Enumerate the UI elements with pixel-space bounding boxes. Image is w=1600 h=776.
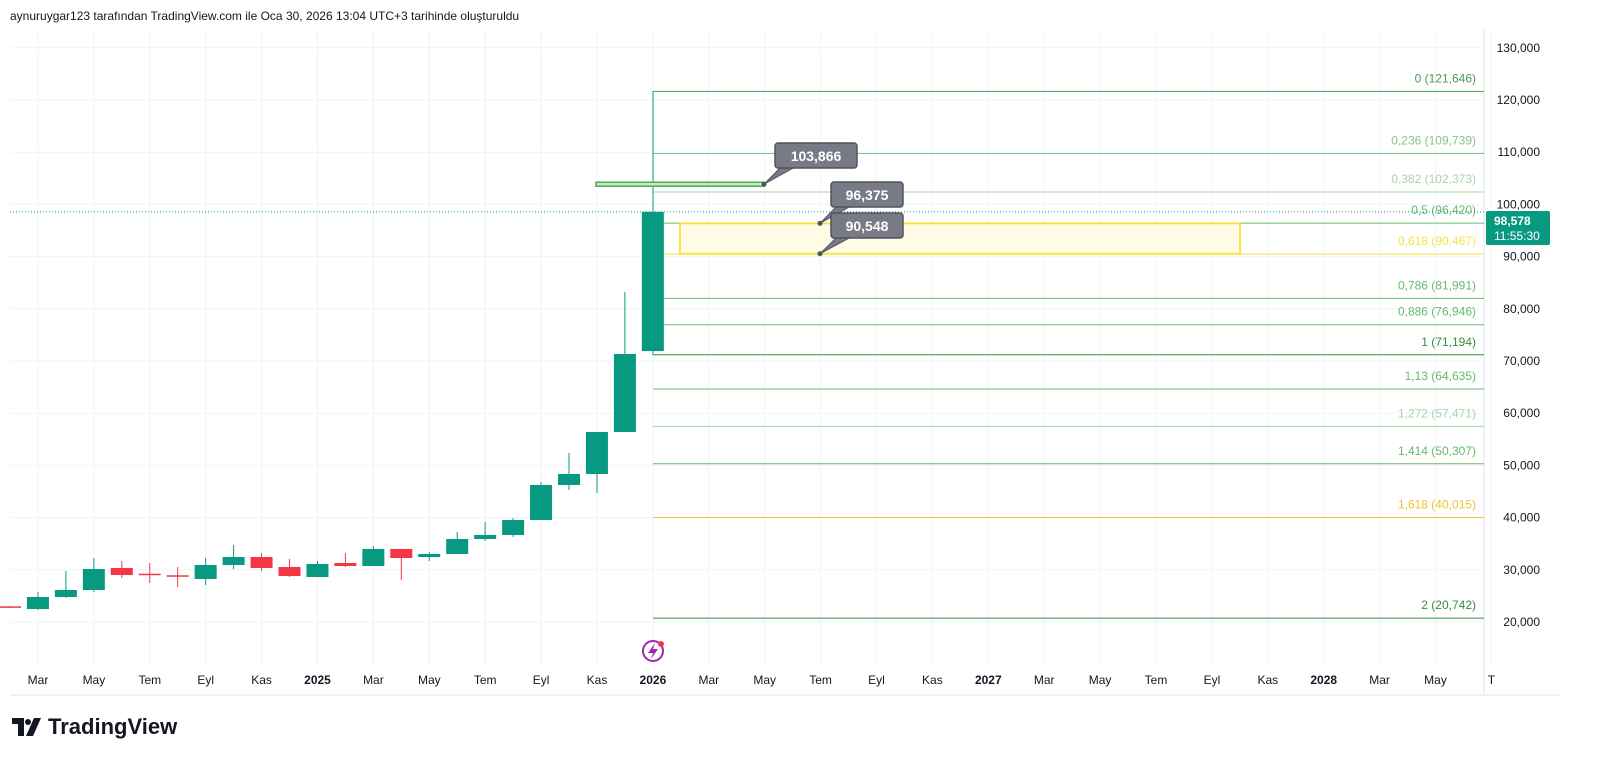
candle-body[interactable] — [558, 474, 580, 485]
y-tick-label: 50,000 — [1503, 458, 1540, 472]
tradingview-logo[interactable]: TradingView — [12, 714, 177, 740]
x-tick-label: Tem — [809, 673, 832, 687]
chart-caption: aynuruygar123 tarafından TradingView.com… — [10, 9, 520, 23]
candle-body[interactable] — [418, 553, 441, 558]
callout-label: 103,866 — [791, 148, 842, 164]
x-tick-label: Kas — [922, 673, 943, 687]
last-price-value: 98,578 — [1494, 214, 1531, 228]
candle-body[interactable] — [54, 590, 77, 597]
x-tick-label: Mar — [698, 673, 719, 687]
x-tick-label: Mar — [363, 673, 384, 687]
last-price-badge — [1486, 211, 1550, 245]
callout-anchor-dot — [761, 181, 767, 187]
candle-body[interactable] — [222, 557, 245, 565]
logo-text: TradingView — [48, 714, 178, 739]
candle-body[interactable] — [474, 534, 497, 540]
candle-body[interactable] — [613, 354, 636, 432]
fib-level-label: 2 (20,742) — [1421, 598, 1476, 612]
candle-body[interactable] — [110, 567, 133, 576]
candle-body[interactable] — [166, 575, 189, 577]
x-tick-label: Kas — [587, 673, 608, 687]
y-tick-label: 20,000 — [1503, 615, 1540, 629]
fib-level-label: 0 (121,646) — [1415, 71, 1476, 85]
fib-level-label: 1 (71,194) — [1421, 335, 1476, 349]
x-tick-label: May — [418, 673, 441, 687]
x-tick-label: 2025 — [304, 673, 331, 687]
callout-pointer — [763, 166, 797, 185]
y-tick-label: 70,000 — [1503, 354, 1540, 368]
bar-countdown: 11:55:30 — [1494, 229, 1540, 243]
fib-level-label: 0,618 (90,467) — [1398, 234, 1476, 248]
x-tick-label: Kas — [1257, 673, 1278, 687]
x-tick-label: Mar — [1369, 673, 1390, 687]
callout-box[interactable] — [830, 181, 904, 208]
callout-box[interactable] — [830, 212, 904, 239]
event-notification-dot — [658, 641, 664, 647]
y-tick-label: 80,000 — [1503, 302, 1540, 316]
fib-level-label: 1,618 (40,015) — [1398, 498, 1476, 512]
candle-body[interactable] — [362, 548, 385, 566]
fib-level-label: 0,786 (81,991) — [1398, 278, 1476, 292]
fib-level-label: 0,382 (102,373) — [1391, 172, 1476, 186]
candle-body[interactable] — [278, 566, 301, 577]
y-tick-label: 110,000 — [1498, 145, 1541, 159]
x-tick-label: Eyl — [533, 673, 550, 687]
y-tick-label: 40,000 — [1503, 511, 1540, 525]
candle-body[interactable] — [138, 573, 161, 576]
candle-body[interactable] — [585, 431, 608, 475]
x-tick-label: Tem — [474, 673, 497, 687]
callout-label: 96,375 — [846, 187, 889, 203]
x-tick-label: Mar — [28, 673, 49, 687]
y-tick-label: 90,000 — [1503, 250, 1540, 264]
candle-body[interactable] — [502, 520, 525, 535]
x-tick-label: T — [1488, 673, 1496, 687]
candle-body[interactable] — [82, 569, 105, 591]
fib-level-label: 1,272 (57,471) — [1398, 406, 1476, 420]
lightning-icon — [648, 643, 658, 659]
callout-anchor-dot — [817, 220, 823, 226]
fib-level-label: 0,5 (96,420) — [1411, 203, 1476, 217]
x-tick-label: Tem — [1145, 673, 1168, 687]
y-tick-label: 30,000 — [1503, 563, 1540, 577]
candle-body[interactable] — [641, 211, 664, 352]
x-tick-label: May — [1424, 673, 1447, 687]
x-tick-label: Eyl — [1204, 673, 1221, 687]
y-tick-label: 100,000 — [1497, 197, 1541, 211]
x-tick-label: Eyl — [197, 673, 214, 687]
x-tick-label: 2028 — [1310, 673, 1337, 687]
x-tick-label: Kas — [251, 673, 272, 687]
fib-level-label: 0,886 (76,946) — [1398, 305, 1476, 319]
candle-body[interactable] — [306, 564, 329, 578]
fib-level-label: 0,236 (109,739) — [1391, 134, 1476, 148]
x-tick-label: 2027 — [975, 673, 1002, 687]
candle-body[interactable] — [446, 539, 469, 554]
candle-body[interactable] — [250, 557, 273, 568]
candle-body[interactable] — [194, 564, 217, 579]
x-tick-label: May — [83, 673, 106, 687]
x-tick-label: Tem — [138, 673, 161, 687]
y-tick-label: 120,000 — [1497, 93, 1541, 107]
highlight-zone[interactable] — [679, 222, 1241, 255]
candle-body[interactable] — [530, 484, 553, 521]
callout-label: 90,548 — [846, 218, 889, 234]
candle-body[interactable] — [390, 548, 413, 559]
x-tick-label: 2026 — [640, 673, 667, 687]
x-tick-label: Eyl — [868, 673, 885, 687]
tradingview-logo-icon — [12, 718, 41, 736]
y-tick-label: 60,000 — [1503, 406, 1540, 420]
fib-level-label: 1,414 (50,307) — [1398, 444, 1476, 458]
callout-anchor-dot — [817, 251, 823, 257]
x-tick-label: May — [753, 673, 776, 687]
candle-body[interactable] — [334, 563, 357, 566]
y-tick-label: 130,000 — [1497, 41, 1541, 55]
candle-body[interactable] — [26, 596, 49, 610]
x-tick-label: May — [1089, 673, 1112, 687]
callout-box[interactable] — [774, 142, 858, 169]
price-marker-line[interactable] — [595, 181, 765, 187]
fib-level-label: 1,13 (64,635) — [1405, 369, 1476, 383]
x-tick-label: Mar — [1034, 673, 1055, 687]
candle-body[interactable] — [0, 606, 21, 608]
